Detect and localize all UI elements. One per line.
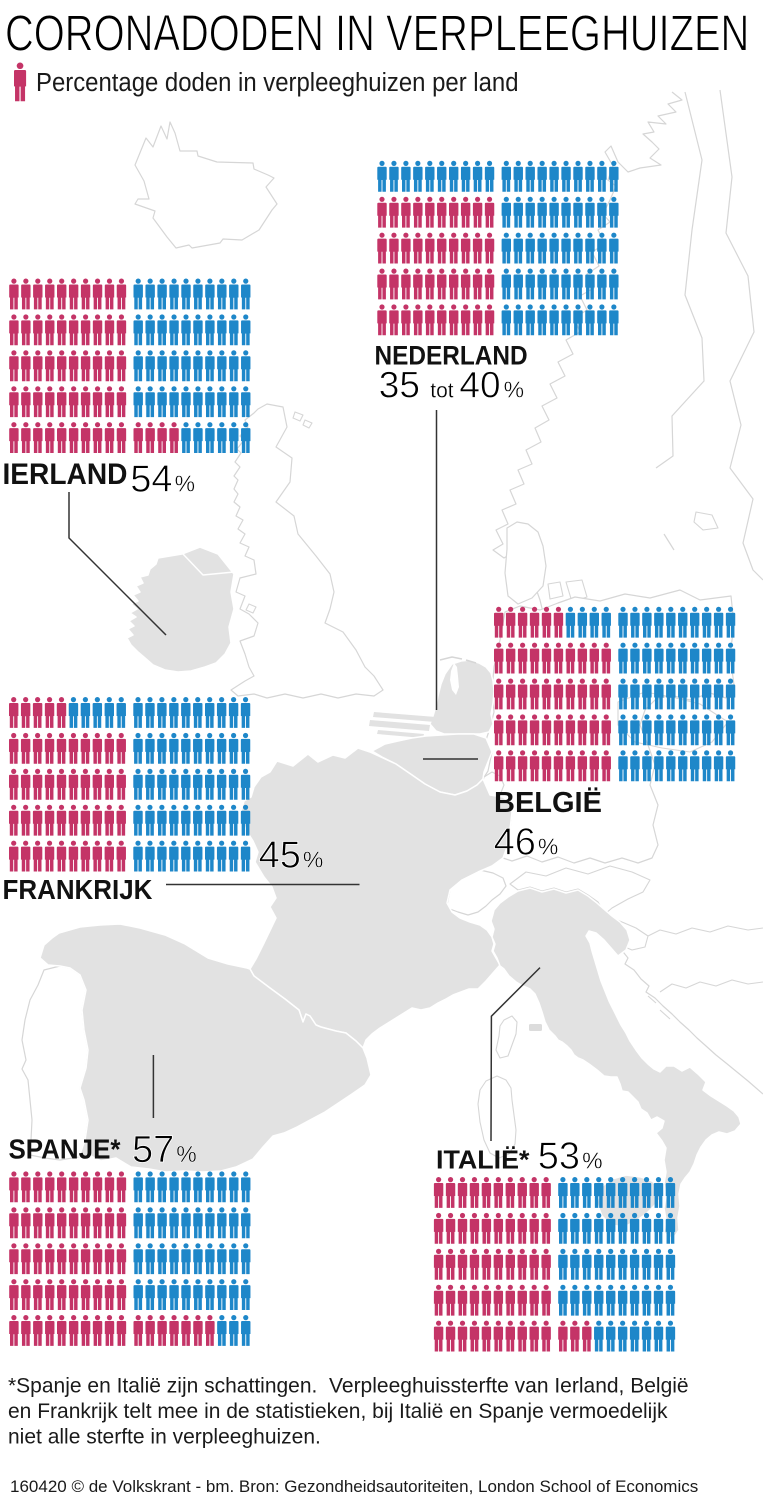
svg-text:en Frankrijk telt mee in de st: en Frankrijk telt mee in de statistieken…: [8, 1400, 668, 1423]
svg-text:niet alle sterfte in verpleegh: niet alle sterfte in verpleeghuizen.: [8, 1426, 321, 1449]
svg-text:ITALIË*: ITALIË*: [436, 1145, 530, 1175]
svg-text:Percentage doden in verpleeghu: Percentage doden in verpleeghuizen per l…: [36, 68, 519, 97]
svg-text:57%: 57%: [132, 1129, 197, 1171]
svg-text:CORONADODEN IN VERPLEEGHUIZEN: CORONADODEN IN VERPLEEGHUIZEN: [5, 5, 749, 62]
svg-text:46%: 46%: [494, 822, 559, 864]
svg-text:53%: 53%: [538, 1136, 603, 1178]
svg-text:NEDERLAND: NEDERLAND: [375, 341, 528, 370]
svg-text:160420 © de Volkskrant - bm. B: 160420 © de Volkskrant - bm. Bron: Gezon…: [10, 1477, 698, 1496]
svg-text:BELGIË: BELGIË: [494, 786, 602, 819]
svg-text:35 tot 40%: 35 tot 40%: [379, 364, 524, 405]
svg-text:SPANJE*: SPANJE*: [9, 1134, 121, 1165]
svg-text:*Spanje en Italië zijn schatti: *Spanje en Italië zijn schattingen. Verp…: [8, 1375, 689, 1398]
svg-text:54%: 54%: [130, 458, 195, 500]
svg-text:FRANKRIJK: FRANKRIJK: [3, 874, 153, 905]
svg-text:IERLAND: IERLAND: [3, 458, 128, 491]
